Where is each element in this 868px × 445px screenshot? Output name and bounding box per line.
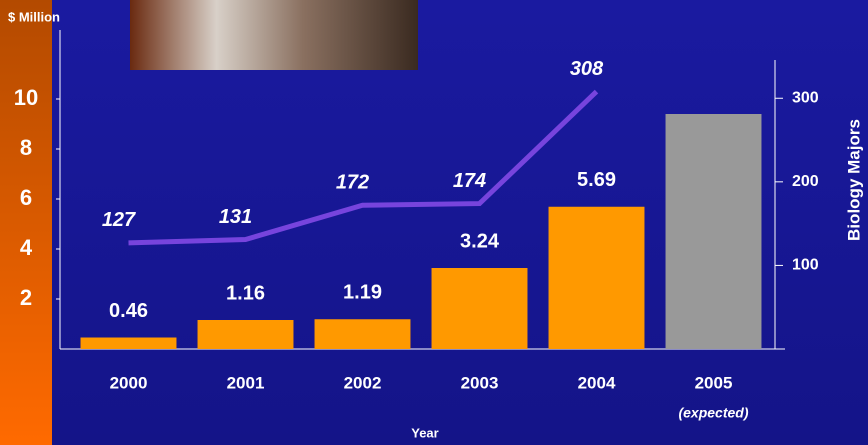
y-tick-label: 2 — [20, 285, 32, 310]
y-tick-label: 4 — [20, 235, 33, 260]
bar — [666, 114, 762, 349]
annotation: (expected) — [678, 405, 748, 421]
y2-tick-label: 200 — [792, 173, 819, 190]
bar — [315, 319, 411, 349]
bar — [432, 268, 528, 349]
line-value-label: 308 — [570, 58, 604, 80]
y2-tick-label: 300 — [792, 89, 819, 106]
bar-value-label: 1.19 — [343, 282, 382, 304]
y2-tick-label: 100 — [792, 257, 819, 274]
x-tick-label: 2000 — [110, 373, 148, 392]
x-tick-label: 2001 — [227, 373, 265, 392]
x-tick-label: 2003 — [461, 373, 499, 392]
line-value-label: 127 — [102, 209, 136, 231]
chart: $ Million Biology Majors Year 2 4 6 8 10 100 2… — [0, 0, 868, 445]
x-axis-title: Year — [411, 425, 438, 440]
y-tick-label: 8 — [20, 135, 32, 160]
bar-value-label: 0.46 — [109, 300, 148, 322]
x-tick-label: 2004 — [578, 373, 616, 392]
bar-value-label: 5.69 — [577, 169, 616, 191]
y-axis-title: $ Million — [8, 9, 60, 24]
line-value-label: 131 — [219, 206, 252, 228]
x-tick-label: 2002 — [344, 373, 382, 392]
side-strip — [0, 0, 52, 445]
bar-value-label: 1.16 — [226, 282, 265, 304]
y-tick-label: 6 — [20, 185, 32, 210]
y-tick-label: 10 — [14, 85, 38, 110]
bar — [549, 207, 645, 349]
bar — [81, 338, 177, 350]
x-tick-label: 2005 — [695, 373, 733, 392]
bar-value-label: 3.24 — [460, 230, 500, 252]
bar — [198, 320, 294, 349]
line-value-label: 174 — [453, 170, 486, 192]
line-value-label: 172 — [336, 172, 369, 194]
page: {"chart_data": {"type": "bar", "y_label"… — [0, 0, 868, 445]
y2-axis-title: Biology Majors — [844, 119, 863, 241]
photo — [130, 0, 418, 70]
